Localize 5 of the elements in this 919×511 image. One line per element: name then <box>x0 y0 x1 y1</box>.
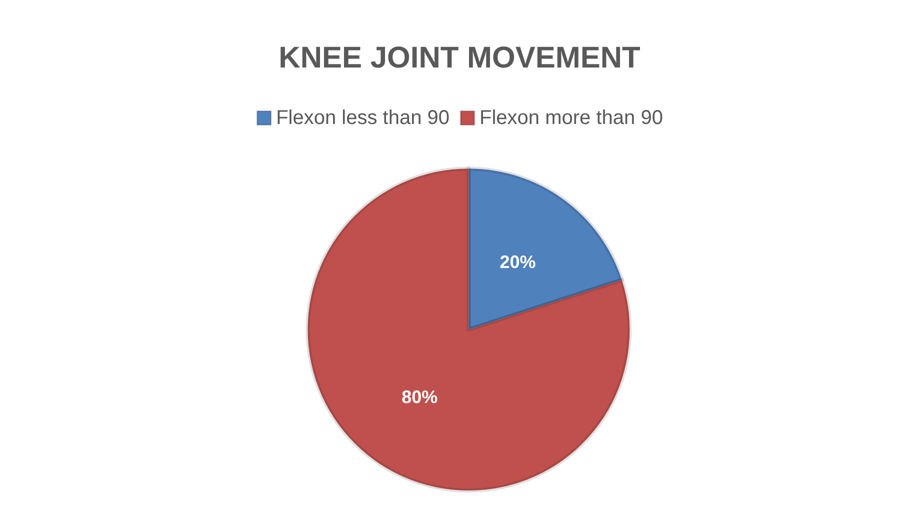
legend-label: Flexon more than 90 <box>480 107 663 129</box>
data-label: 20% <box>500 252 536 272</box>
chart-title: KNEE JOINT MOVEMENT <box>278 42 640 74</box>
legend-label: Flexon less than 90 <box>276 107 450 129</box>
data-label: 80% <box>402 387 438 408</box>
